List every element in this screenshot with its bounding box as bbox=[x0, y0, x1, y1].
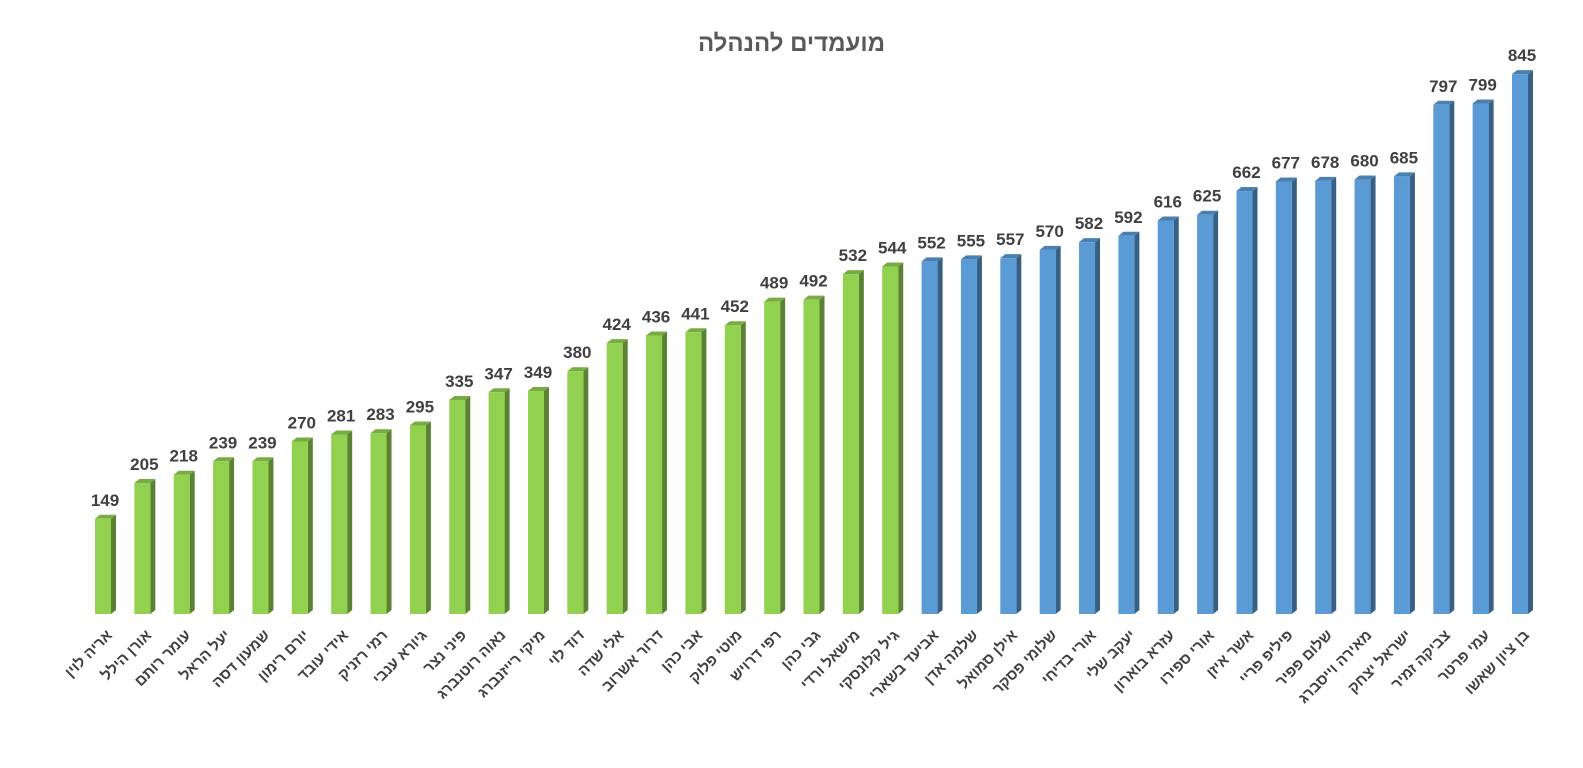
bar bbox=[409, 421, 431, 614]
bar bbox=[488, 388, 510, 614]
value-label: 424 bbox=[603, 315, 632, 334]
bar bbox=[370, 429, 392, 614]
value-label: 557 bbox=[996, 230, 1024, 249]
value-label: 677 bbox=[1272, 153, 1300, 172]
value-label: 797 bbox=[1429, 77, 1457, 96]
value-label: 149 bbox=[91, 491, 119, 510]
value-label: 380 bbox=[563, 343, 591, 362]
bar bbox=[1433, 100, 1455, 615]
bar bbox=[1354, 175, 1376, 615]
value-label: 544 bbox=[878, 238, 907, 257]
bar bbox=[1157, 216, 1179, 614]
value-label: 552 bbox=[917, 233, 945, 252]
value-label: 492 bbox=[799, 272, 827, 291]
bar bbox=[1197, 210, 1219, 614]
value-label: 436 bbox=[642, 307, 670, 326]
value-label: 678 bbox=[1311, 153, 1339, 172]
value-label: 218 bbox=[170, 447, 198, 466]
value-label: 281 bbox=[327, 406, 355, 425]
value-label: 349 bbox=[524, 363, 552, 382]
value-label: 295 bbox=[406, 398, 434, 417]
bar bbox=[1000, 254, 1022, 614]
value-label: 452 bbox=[721, 297, 749, 316]
value-label: 616 bbox=[1154, 192, 1182, 211]
value-label: 239 bbox=[209, 433, 237, 452]
chart-title: מועמדים להנהלה bbox=[697, 30, 886, 57]
value-label: 662 bbox=[1232, 163, 1260, 182]
bar bbox=[921, 257, 943, 614]
value-label: 205 bbox=[130, 455, 158, 474]
bar bbox=[213, 457, 235, 614]
bar bbox=[1393, 172, 1415, 614]
bar bbox=[1512, 70, 1533, 614]
value-label: 283 bbox=[366, 405, 394, 424]
bar bbox=[1315, 176, 1337, 615]
value-label: 582 bbox=[1075, 214, 1103, 233]
bar bbox=[1118, 231, 1140, 614]
value-label: 441 bbox=[681, 304, 709, 323]
bar bbox=[252, 457, 274, 614]
bar bbox=[724, 321, 746, 614]
bar bbox=[1236, 187, 1258, 615]
bar bbox=[527, 387, 549, 614]
bar bbox=[173, 470, 195, 614]
bar bbox=[1275, 177, 1297, 614]
value-label: 489 bbox=[760, 274, 788, 293]
value-label: 625 bbox=[1193, 187, 1221, 206]
value-label: 799 bbox=[1468, 76, 1496, 95]
bar bbox=[567, 367, 589, 614]
bar bbox=[960, 255, 982, 614]
bar bbox=[331, 430, 353, 614]
bar bbox=[1472, 99, 1494, 615]
bar bbox=[764, 297, 786, 614]
value-label: 347 bbox=[484, 364, 512, 383]
value-label: 570 bbox=[1035, 222, 1063, 241]
bar bbox=[449, 395, 471, 614]
bar bbox=[291, 437, 313, 614]
value-label: 680 bbox=[1350, 152, 1378, 171]
value-label: 335 bbox=[445, 372, 473, 391]
bar bbox=[606, 339, 628, 614]
value-label: 239 bbox=[248, 433, 276, 452]
bar bbox=[134, 479, 156, 614]
value-label: 555 bbox=[957, 231, 985, 250]
value-label: 685 bbox=[1390, 148, 1418, 167]
bar bbox=[803, 295, 825, 614]
bar bbox=[842, 270, 864, 614]
bar bbox=[685, 328, 707, 614]
value-label: 270 bbox=[288, 414, 316, 433]
bar bbox=[882, 262, 904, 614]
bar bbox=[95, 514, 116, 614]
value-label: 845 bbox=[1508, 46, 1536, 65]
bar bbox=[1079, 238, 1101, 614]
value-label: 592 bbox=[1114, 208, 1142, 227]
bar bbox=[646, 331, 668, 614]
value-label: 532 bbox=[839, 246, 867, 265]
bar bbox=[1039, 245, 1061, 615]
